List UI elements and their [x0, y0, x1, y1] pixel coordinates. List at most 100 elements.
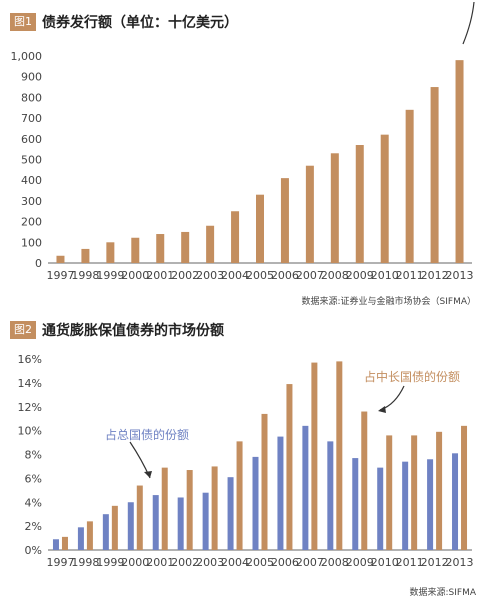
x-tick-label: 2002 — [171, 556, 199, 569]
bar-2005-series1 — [256, 194, 264, 263]
bar-2003-series2 — [211, 466, 218, 550]
bar-2010-series2 — [386, 435, 393, 550]
y-tick-label: 900 — [21, 71, 42, 84]
bar-2009-series1 — [355, 145, 364, 263]
x-tick-label: 2004 — [221, 269, 249, 282]
bar-2012-series2 — [436, 431, 443, 550]
chart2-header: 图2 通货膨胀保值债券的市场份额 — [10, 320, 224, 340]
bar-2005-series2 — [261, 413, 268, 550]
chart2-badge: 图2 — [10, 321, 36, 339]
bar-2001-series1 — [152, 495, 159, 550]
annotation-arrowhead-icon — [378, 406, 386, 413]
x-tick-label: 1998 — [71, 269, 99, 282]
x-tick-label: 2005 — [246, 269, 274, 282]
x-tick-label: 2003 — [196, 556, 224, 569]
x-tick-label: 2000 — [121, 556, 149, 569]
x-tick-label: 2003 — [196, 269, 224, 282]
bar-1998-series2 — [86, 521, 93, 550]
y-tick-label: 14% — [18, 377, 42, 390]
x-tick-label: 2008 — [321, 269, 349, 282]
bar-2002-series1 — [181, 231, 190, 263]
bar-2006-series1 — [280, 178, 289, 263]
bar-2001-series1 — [156, 234, 165, 263]
bar-1998-series1 — [77, 527, 84, 550]
bar-2000-series2 — [136, 485, 143, 550]
x-tick-label: 1997 — [46, 269, 74, 282]
bar-2006-series1 — [277, 436, 284, 550]
x-tick-label: 2012 — [421, 556, 449, 569]
y-tick-label: 200 — [21, 216, 42, 229]
y-tick-label: 800 — [21, 91, 42, 104]
bar-1997-series2 — [61, 536, 68, 550]
bar-2013-series2 — [461, 425, 468, 550]
bar-2002-series1 — [177, 497, 184, 550]
y-tick-label: 600 — [21, 133, 42, 146]
bar-2012-series1 — [430, 87, 439, 263]
chart2-title: 通货膨胀保值债券的市场份额 — [42, 323, 224, 339]
bar-2007-series1 — [302, 425, 309, 550]
bar-2004-series1 — [227, 477, 234, 550]
bar-2011-series2 — [411, 435, 418, 550]
y-tick-label: 8% — [25, 449, 42, 462]
y-tick-label: 0 — [35, 257, 42, 270]
bar-2012-series1 — [427, 459, 434, 550]
arrow-decor-icon — [462, 1, 475, 45]
bar-1999-series1 — [106, 242, 115, 263]
x-tick-label: 2007 — [296, 556, 324, 569]
x-tick-label: 1998 — [71, 556, 99, 569]
y-tick-label: 4% — [25, 496, 42, 509]
bar-2010-series1 — [377, 467, 384, 550]
chart2: 0%2%4%6%8%10%12%14%16%199719981999200020… — [18, 353, 477, 598]
x-tick-label: 2006 — [271, 556, 299, 569]
annotation-arrowhead-icon — [144, 471, 152, 478]
x-tick-label: 2010 — [371, 269, 399, 282]
bar-2004-series1 — [231, 211, 240, 263]
y-tick-label: 400 — [21, 174, 42, 187]
bar-2008-series2 — [336, 361, 343, 550]
x-tick-label: 2006 — [271, 269, 299, 282]
bar-2006-series2 — [286, 384, 293, 550]
bar-2011-series1 — [405, 109, 414, 263]
y-tick-label: 6% — [25, 472, 42, 485]
bar-2000-series1 — [131, 237, 140, 263]
x-tick-label: 2004 — [221, 556, 249, 569]
bar-2007-series1 — [305, 165, 314, 263]
bar-2008-series1 — [327, 441, 334, 550]
bar-2011-series1 — [402, 461, 409, 550]
source-note: 数据来源:SIFMA — [410, 586, 477, 598]
bar-2010-series1 — [380, 134, 389, 263]
bar-2009-series2 — [361, 411, 368, 550]
bar-2003-series1 — [202, 492, 209, 550]
x-tick-label: 2011 — [396, 269, 424, 282]
y-tick-label: 100 — [21, 236, 42, 249]
bar-2013-series1 — [452, 453, 459, 550]
chart1-badge: 图1 — [10, 13, 36, 31]
bar-2005-series1 — [252, 456, 259, 550]
bar-2000-series1 — [127, 502, 134, 550]
x-tick-label: 2011 — [396, 556, 424, 569]
x-tick-label: 2007 — [296, 269, 324, 282]
x-tick-label: 2001 — [146, 556, 174, 569]
x-tick-label: 2012 — [421, 269, 449, 282]
y-tick-label: 500 — [21, 154, 42, 167]
x-tick-label: 2002 — [171, 269, 199, 282]
x-tick-label: 2009 — [346, 269, 374, 282]
y-tick-label: 12% — [18, 401, 42, 414]
source-note: 数据来源:证券业与金融市场协会（SIFMA） — [302, 295, 477, 307]
chart1: 01002003004005006007008009001,0001997199… — [11, 50, 477, 307]
y-tick-label: 10% — [18, 425, 42, 438]
chart1-header: 图1 债券发行额（单位：十亿美元） — [10, 12, 238, 32]
x-tick-label: 2009 — [346, 556, 374, 569]
x-tick-label: 2001 — [146, 269, 174, 282]
bar-1999-series2 — [111, 505, 118, 550]
x-tick-label: 2013 — [446, 269, 474, 282]
x-tick-label: 1999 — [96, 269, 124, 282]
annotation-arrow-icon — [379, 385, 405, 411]
y-tick-label: 700 — [21, 112, 42, 125]
x-tick-label: 2010 — [371, 556, 399, 569]
bar-2004-series2 — [236, 441, 243, 550]
x-tick-label: 2013 — [446, 556, 474, 569]
bar-2001-series2 — [161, 467, 168, 550]
bar-1998-series1 — [81, 248, 90, 263]
